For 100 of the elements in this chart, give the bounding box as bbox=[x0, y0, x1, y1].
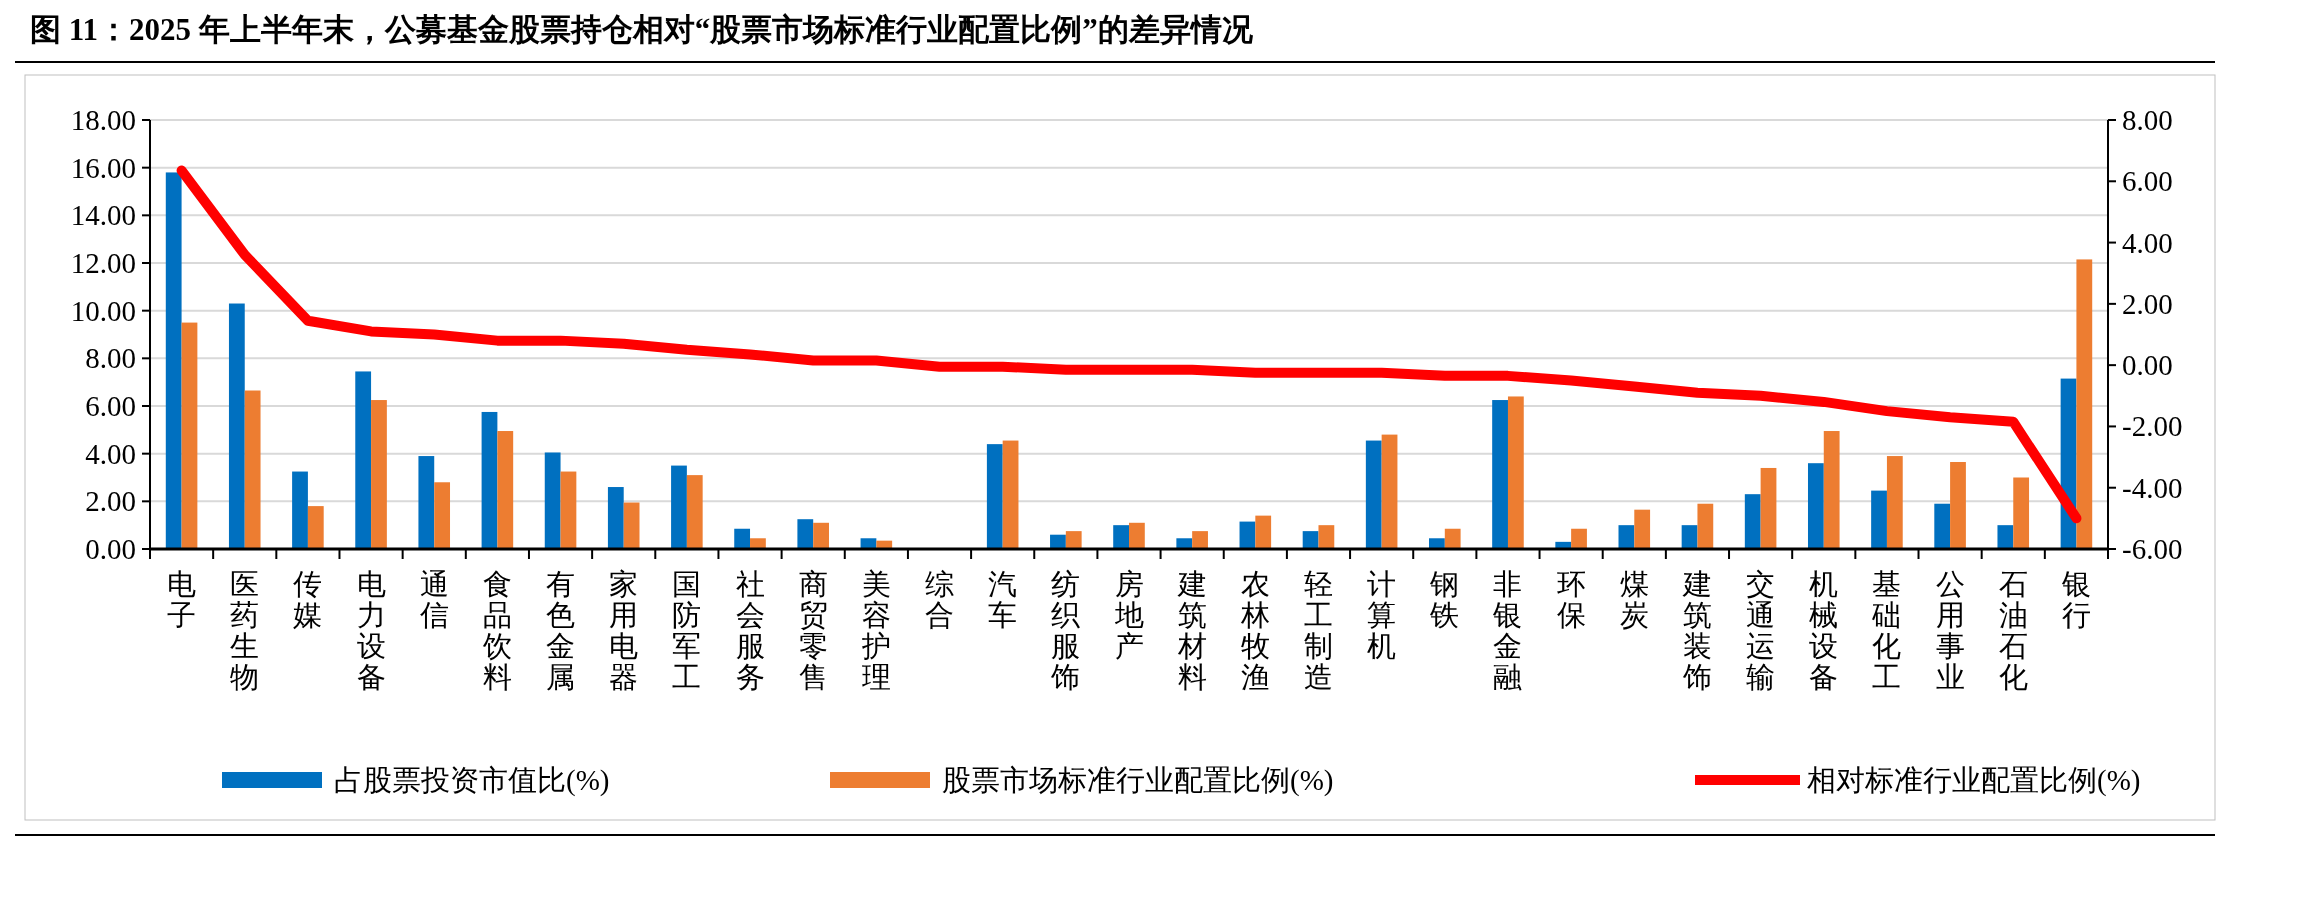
bar bbox=[1618, 525, 1635, 549]
y2-tick-label: -4.00 bbox=[2122, 471, 2183, 504]
y-tick-label: 4.00 bbox=[85, 437, 136, 470]
bar bbox=[434, 482, 451, 549]
legend-label: 占股票投资市值比(%) bbox=[334, 764, 610, 797]
bar bbox=[1697, 503, 1714, 549]
bar bbox=[1429, 538, 1445, 549]
x-tick-label: 汽车 bbox=[988, 568, 1018, 631]
x-tick-label: 家用电器 bbox=[609, 568, 639, 693]
bar bbox=[2013, 477, 2030, 549]
bar bbox=[750, 538, 766, 549]
legend-label: 相对标准行业配置比例(%) bbox=[1807, 764, 2141, 797]
bar bbox=[1997, 525, 2014, 549]
bar bbox=[623, 502, 640, 549]
x-tick-label: 交通运输 bbox=[1746, 568, 1776, 693]
bar bbox=[307, 506, 324, 549]
bar bbox=[355, 371, 372, 549]
y-tick-label: 14.00 bbox=[70, 199, 136, 232]
bar bbox=[986, 444, 1003, 549]
y2-tick-label: -2.00 bbox=[2122, 410, 2183, 443]
x-tick-label: 建筑材料 bbox=[1176, 568, 1207, 693]
x-tick-label: 轻工制造 bbox=[1303, 568, 1333, 693]
bar bbox=[1444, 528, 1461, 549]
bar bbox=[1302, 531, 1319, 549]
bar bbox=[1744, 494, 1761, 549]
x-tick-label: 电子 bbox=[167, 568, 197, 631]
bar bbox=[371, 400, 387, 549]
y-tick-label: 12.00 bbox=[70, 247, 136, 279]
bar bbox=[481, 411, 498, 549]
bar bbox=[1318, 525, 1335, 549]
x-tick-label: 石油石化 bbox=[1998, 568, 2028, 693]
bar bbox=[797, 519, 814, 549]
bar bbox=[1129, 522, 1145, 549]
y-tick-label: 0.00 bbox=[85, 533, 136, 565]
bar bbox=[1365, 440, 1382, 549]
bar bbox=[607, 487, 624, 549]
x-tick-label: 社会服务 bbox=[735, 568, 765, 693]
y-tick-label: 8.00 bbox=[85, 342, 136, 375]
bar bbox=[497, 431, 514, 549]
bar bbox=[244, 390, 261, 549]
y-tick-label: 18.00 bbox=[70, 104, 136, 136]
x-tick-label: 商贸零售 bbox=[798, 568, 828, 693]
x-tick-label: 通信 bbox=[419, 568, 449, 631]
x-tick-label: 机械设备 bbox=[1809, 568, 1839, 693]
bar bbox=[1807, 463, 1824, 549]
bar bbox=[1050, 534, 1066, 549]
y-tick-label: 16.00 bbox=[70, 151, 136, 184]
bar bbox=[1176, 538, 1193, 549]
x-tick-label: 钢铁 bbox=[1429, 568, 1460, 631]
x-tick-label: 传媒 bbox=[293, 568, 323, 631]
y2-tick-label: 8.00 bbox=[2122, 104, 2173, 136]
x-tick-label: 食品饮料 bbox=[481, 568, 512, 693]
x-tick-label: 建筑装饰 bbox=[1681, 568, 1712, 693]
y2-tick-label: -6.00 bbox=[2122, 533, 2183, 565]
legend-label: 股票市场标准行业配置比例(%) bbox=[942, 764, 1334, 797]
bar bbox=[2076, 259, 2093, 549]
bar bbox=[734, 528, 751, 549]
x-tick-label: 农林牧渔 bbox=[1239, 568, 1270, 693]
x-tick-label: 美容护理 bbox=[860, 568, 891, 693]
bar bbox=[292, 471, 308, 549]
bar bbox=[1634, 509, 1651, 549]
x-tick-label: 计算机 bbox=[1367, 568, 1397, 662]
bar bbox=[1192, 531, 1208, 549]
bar bbox=[1239, 521, 1256, 549]
chart-title: 图 11：2025 年上半年末，公募基金股票持仓相对“股票市场标准行业配置比例”的差异情况 bbox=[30, 12, 1254, 47]
bar bbox=[1571, 528, 1587, 549]
x-tick-label: 银行 bbox=[2060, 568, 2091, 631]
x-tick-label: 纺织服饰 bbox=[1050, 568, 1081, 693]
bar bbox=[1113, 525, 1129, 549]
bar bbox=[1950, 462, 1966, 549]
x-tick-label: 房地产 bbox=[1113, 568, 1144, 662]
bar bbox=[1507, 396, 1524, 549]
x-tick-label: 医药生物 bbox=[230, 568, 260, 693]
x-tick-label: 电力设备 bbox=[356, 568, 386, 693]
x-tick-label: 公用事业 bbox=[1935, 568, 1965, 693]
x-tick-label: 基础化工 bbox=[1871, 568, 1902, 693]
bar bbox=[1934, 503, 1951, 549]
bar bbox=[1381, 434, 1398, 549]
x-tick-label: 煤炭 bbox=[1619, 568, 1649, 631]
bar bbox=[1065, 531, 1082, 549]
x-tick-label: 综合 bbox=[925, 568, 955, 631]
y-tick-label: 10.00 bbox=[70, 294, 136, 327]
bar bbox=[544, 452, 561, 549]
bar bbox=[1871, 490, 1887, 549]
y2-tick-label: 6.00 bbox=[2122, 165, 2173, 198]
y2-tick-label: 0.00 bbox=[2122, 349, 2173, 382]
bar bbox=[228, 303, 245, 549]
bar bbox=[1002, 440, 1019, 549]
y-tick-label: 2.00 bbox=[85, 485, 136, 518]
bar bbox=[686, 475, 703, 549]
bar bbox=[1760, 467, 1777, 549]
bar bbox=[671, 465, 687, 549]
bar bbox=[813, 522, 829, 549]
x-tick-label: 国防军工 bbox=[672, 568, 702, 693]
bar bbox=[1255, 515, 1272, 549]
bar bbox=[181, 322, 198, 549]
bar bbox=[1823, 431, 1840, 549]
bar bbox=[1492, 400, 1508, 549]
bar bbox=[560, 471, 577, 549]
x-tick-label: 环保 bbox=[1556, 568, 1586, 631]
